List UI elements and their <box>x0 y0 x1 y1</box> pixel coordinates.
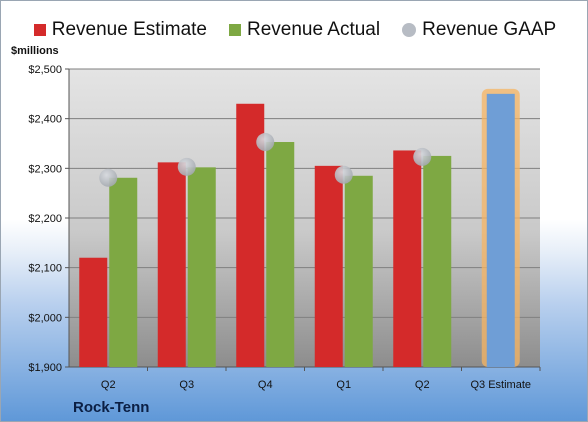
y-tick-label: $2,000 <box>28 312 62 324</box>
x-tick-label: Q4 <box>258 379 273 391</box>
gaap-marker <box>413 147 432 166</box>
x-tick-label: Q1 <box>336 379 351 391</box>
y-tick-label: $2,500 <box>28 64 62 76</box>
bar-estimate <box>79 257 108 367</box>
y-tick-label: $1,900 <box>28 362 62 374</box>
bar-actual <box>266 142 295 367</box>
bar-estimate <box>157 162 186 367</box>
x-axis-ticks: Q2 Q3 Q4 Q1 Q2 Q3 Estimate <box>101 367 541 391</box>
x-tick-label: Q3 <box>179 379 194 391</box>
legend-label-actual: Revenue Actual <box>247 19 381 40</box>
legend-item-estimate: Revenue Estimate <box>33 19 207 41</box>
gaap-marker <box>334 165 353 184</box>
legend-label-gaap: Revenue GAAP <box>422 19 557 40</box>
legend-swatch-gaap <box>402 23 417 37</box>
bar-actual <box>109 177 138 367</box>
bar-actual <box>423 155 452 367</box>
y-axis-unit-label: $millions <box>11 45 59 57</box>
bar-estimate <box>314 165 343 367</box>
legend-item-gaap: Revenue GAAP <box>402 19 556 41</box>
y-axis-ticks: $1,900 $2,000 $2,100 $2,200 $2,300 $2,400 $2,5… <box>28 64 540 374</box>
y-tick-label: $2,100 <box>28 263 62 275</box>
gaap-marker <box>99 168 118 187</box>
bar-estimate-forecast <box>486 93 515 367</box>
x-tick-label: Q2 <box>415 379 430 391</box>
legend-swatch-actual <box>229 24 241 36</box>
legend-label-estimate: Revenue Estimate <box>51 19 207 40</box>
legend-swatch-estimate <box>33 24 46 36</box>
bar-actual <box>187 167 216 367</box>
gaap-markers <box>99 133 432 187</box>
bar-estimate <box>393 150 422 367</box>
gaap-marker <box>256 133 275 152</box>
bars <box>79 88 520 368</box>
company-name: Rock-Tenn <box>73 399 150 416</box>
legend-item-actual: Revenue Actual <box>229 19 380 41</box>
y-tick-label: $2,400 <box>28 114 62 126</box>
y-tick-label: $2,300 <box>28 163 62 175</box>
legend: Revenue Estimate Revenue Actual Revenue … <box>1 16 588 44</box>
gaap-marker <box>177 157 196 176</box>
x-tick-label: Q2 <box>101 379 116 391</box>
y-tick-label: $2,200 <box>28 213 62 225</box>
x-tick-label: Q3 Estimate <box>470 379 531 391</box>
bar-actual <box>344 175 373 367</box>
